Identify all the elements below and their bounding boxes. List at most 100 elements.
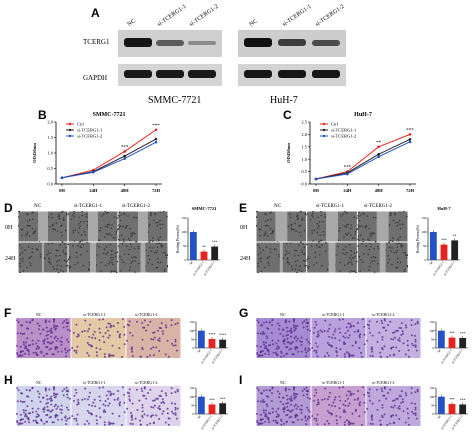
e-row-24h: 24H [240,256,251,262]
data-point [123,157,126,160]
bar [219,339,227,348]
series-line [61,141,157,179]
blot-band [188,41,216,45]
y-tick-label: 0 [192,346,194,350]
x-tick-label: 48H [375,188,384,193]
y-axis-label: OD450nm [32,143,37,163]
significance-label: *** [460,398,466,402]
x-tick-label: si-TCERG1-2 [211,348,224,364]
data-point [123,150,126,153]
y-tick-label: 2.0 [301,132,307,137]
bar [211,246,219,260]
significance-label: *** [406,128,414,133]
line-chart-smmc7721: SMMC-7721 0.0 0.5 1.0 1.5 2.0 0H 24H 48H 72H OD450… [32,112,162,193]
blot-row-label-gapdh: GAPDH [83,74,108,82]
y-tick-label: 0 [424,258,426,262]
lane-label-right-nc: NC [248,18,259,28]
y-tick-label: 2.5 [301,120,307,125]
panel-f-letter: F [4,306,12,320]
data-point [408,140,412,144]
legend-label: Ctrl [331,122,339,127]
legend-marker [68,128,72,132]
blot-cell-line-right: HuH-7 [270,95,298,106]
transwell-micrographs [256,318,421,358]
blot-band [278,70,306,78]
lane-label-left-si1: si-TCERG1-1 [156,3,188,28]
blot-band [244,38,272,47]
y-tick-label: 50 [423,244,427,248]
panel-a-letter: A [91,6,100,20]
scratch-wound-photos [255,210,409,274]
significance-label: ** [202,246,206,250]
x-tick-label: 0H [313,188,319,193]
e-col-nc: NC [274,204,281,209]
scratch-wound-photos [17,210,169,274]
bar [197,330,205,348]
blot-band [188,70,216,78]
data-point [377,145,380,149]
y-tick-label: 0.5 [301,169,307,174]
y-tick-label: 100 [429,329,434,333]
legend-marker [68,134,72,138]
y-tick-label: 0 [432,346,434,350]
e-col-si2: si-TCERG1-2 [364,204,393,209]
legend-marker [68,122,72,126]
y-tick-label: 2.0 [47,120,53,125]
blot-band [124,38,152,47]
legend-marker [322,134,326,138]
data-point [60,176,64,180]
chart-title: HuH-7 [354,112,372,118]
significance-label: *** [152,124,160,129]
bar-chart-healing-huh7: HuH-7 Healing Percent(%) 0 50 100 150 NC si-TCE… [416,206,460,276]
bar [459,404,467,414]
i-col-nc: NC [280,380,286,385]
data-point [154,128,158,132]
h-col-nc: NC [36,380,42,385]
d-col-si1: si-TCERG1-1 [74,204,103,209]
blot-band [312,40,340,46]
lane-label-left-si2: si-TCERG1-2 [188,3,220,28]
y-axis-label: Healing Percent(%) [176,224,180,253]
bar [440,244,448,260]
y-tick-label: 0.0 [301,182,307,187]
x-tick-label: si-TCERG1-2 [443,260,456,276]
bar [189,232,197,260]
y-tick-label: 50 [191,404,195,408]
blot-cell-line-left: SMMC-7721 [148,95,202,106]
f-col-si1: si-TCERG1-1 [83,312,106,317]
x-tick-label: NC [188,260,194,266]
y-tick-label: 0.0 [47,182,53,187]
bar [219,403,227,414]
series-line [315,133,411,180]
y-axis-label: OD450nm [286,143,291,163]
data-point [314,177,318,181]
legend-label: si-TCERG1-1 [77,128,102,133]
western-blot-image [118,30,346,86]
f-col-si2: si-TCERG1-2 [135,312,158,317]
h-col-si1: si-TCERG1-1 [83,380,106,385]
blot-band [124,70,152,78]
y-tick-label: 50 [431,404,435,408]
g-col-si2: si-TCERG1-2 [372,312,395,317]
x-tick-label: NC [196,414,202,420]
scratch-assay-grid-d [17,210,169,274]
chart-title: SMMC-7721 [93,112,126,118]
significance-label: **** [219,334,226,338]
y-tick-label: 100 [189,395,194,399]
data-point [377,152,380,156]
blot-band [244,70,272,78]
significance-label: **** [208,333,215,337]
significance-label: *** [449,398,455,402]
panel-b-letter: B [38,108,47,122]
d-row-0h: 0H [5,225,13,231]
x-tick-label: 72H [152,188,161,193]
legend-marker [322,122,326,126]
data-point [92,170,95,174]
line-chart-huh7: HuH-7 0.0 0.5 1.0 1.5 2.0 2.5 0H 24H 48H 72H OD450n… [286,112,416,193]
legend-label: Ctrl [77,122,85,127]
series-line [61,129,157,179]
transwell-images-h [16,386,181,426]
